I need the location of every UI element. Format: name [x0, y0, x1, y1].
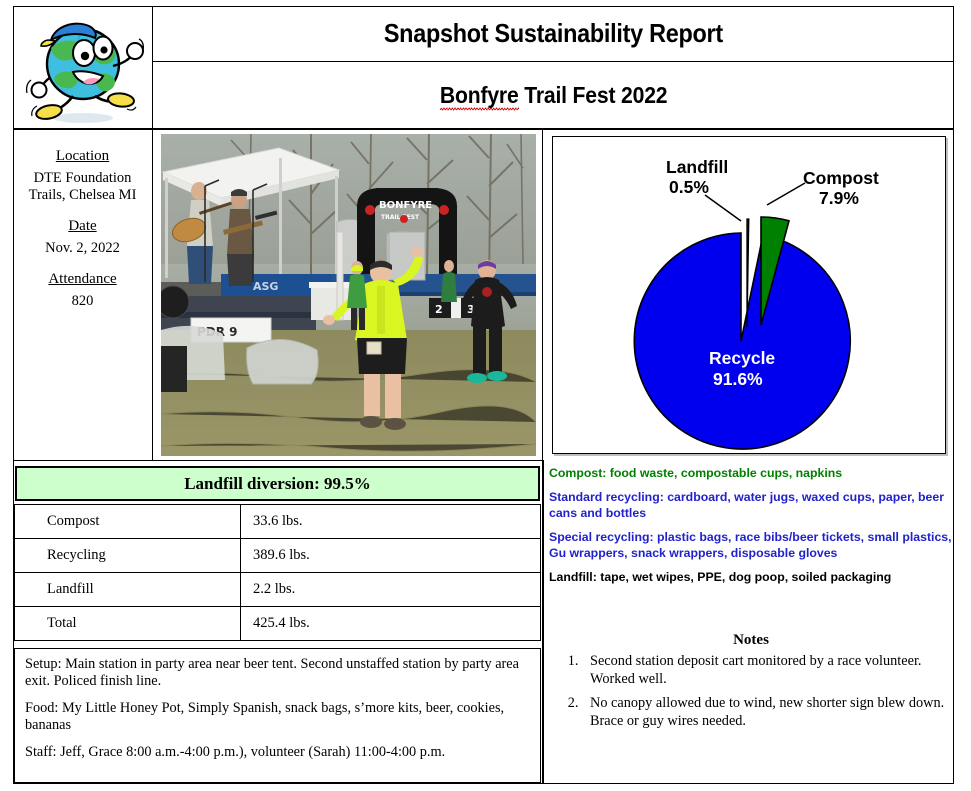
row-weight: 389.6 lbs.: [240, 538, 541, 573]
pie-label-landfill-value: 0.5%: [669, 177, 709, 197]
event-photo: ASG PDR 9: [160, 133, 536, 456]
legend-special-recycling: Special recycling: plastic bags, race bi…: [549, 530, 952, 560]
legend-compost: Compost: food waste, compostable cups, n…: [549, 466, 843, 480]
leader-line-compost: [766, 181, 806, 206]
report-outer-frame: [13, 6, 954, 784]
notes-panel: Notes Second station deposit cart monito…: [548, 626, 954, 783]
row-category: Total: [14, 606, 241, 641]
legend-standard-recycling: Standard recycling: cardboard, water jug…: [549, 490, 944, 520]
leader-line-landfill: [704, 193, 742, 222]
pie-label-recycle-value: 91.6%: [713, 369, 763, 389]
pie-label-recycle-name: Recycle: [709, 348, 775, 368]
event-photo-image: ASG PDR 9: [160, 133, 536, 456]
landfill-diversion-banner: Landfill diversion: 99.5%: [15, 466, 540, 501]
event-title-cell: Bonfyre Trail Fest 2022: [153, 62, 954, 128]
pie-label-compost-name: Compost: [803, 168, 879, 188]
waste-weights-table: Compost 33.6 lbs. Recycling 389.6 lbs. L…: [14, 504, 541, 641]
table-row: Landfill 2.2 lbs.: [14, 572, 541, 607]
operations-notes-panel: Setup: Main station in party area near b…: [14, 648, 541, 783]
list-item: Second station deposit cart monitored by…: [582, 653, 946, 689]
attendance-value: 820: [71, 292, 94, 309]
svg-text:2: 2: [435, 303, 443, 316]
svg-text:3: 3: [467, 303, 475, 316]
pie-slice-landfill: [746, 217, 750, 327]
setup-note: Setup: Main station in party area near b…: [25, 656, 520, 690]
attendance-label: Attendance: [48, 270, 117, 287]
date-value: Nov. 2, 2022: [45, 239, 120, 256]
notes-list: Second station deposit cart monitored by…: [556, 653, 946, 730]
event-info-panel: Location DTE Foundation Trails, Chelsea …: [13, 129, 153, 460]
date-label: Date: [68, 217, 97, 234]
waste-pie-chart-cell: Landfill 0.5% Compost 7.9% Recycle 91.6%: [544, 130, 954, 460]
row-category: Landfill: [14, 572, 241, 607]
table-row: Total 425.4 lbs.: [14, 606, 541, 641]
food-note: Food: My Little Honey Pot, Simply Spanis…: [25, 699, 505, 734]
running-globe-icon: [25, 22, 145, 123]
pie-slice-compost: [760, 215, 790, 325]
lower-column-divider: [542, 459, 544, 784]
waste-composition-pie-chart: Landfill 0.5% Compost 7.9% Recycle 91.6%: [633, 157, 879, 450]
location-label: Location: [55, 147, 110, 164]
row-category: Recycling: [14, 538, 241, 573]
table-row: Compost 33.6 lbs.: [14, 504, 541, 539]
row-weight: 33.6 lbs.: [240, 504, 541, 539]
event-title: Bonfyre Trail Fest 2022: [439, 81, 668, 111]
legend-landfill: Landfill: tape, wet wipes, PPE, dog poop…: [549, 570, 892, 585]
report-title: Snapshot Sustainability Report: [383, 18, 724, 48]
landfill-diversion-text: Landfill diversion: 99.5%: [184, 473, 371, 493]
event-photo-cell: ASG PDR 9: [155, 129, 543, 460]
header-divider: [13, 128, 954, 130]
location-value: DTE Foundation Trails, Chelsea MI: [28, 169, 137, 203]
list-item: No canopy allowed due to wind, new short…: [582, 695, 946, 731]
event-title-rest: Trail Fest 2022: [518, 81, 668, 108]
pie-slice-recycle: [633, 231, 852, 450]
row-weight: 2.2 lbs.: [240, 572, 541, 607]
logo-cell: [13, 6, 153, 128]
svg-text:ASG: ASG: [253, 280, 278, 293]
report-title-cell: Snapshot Sustainability Report: [153, 6, 954, 62]
pie-label-landfill-name: Landfill: [666, 157, 728, 177]
event-title-misspelled-word: Bonfyre: [439, 81, 519, 111]
pie-chart-box: Landfill 0.5% Compost 7.9% Recycle 91.6%: [552, 135, 946, 454]
notes-title: Notes: [733, 632, 769, 648]
row-weight: 425.4 lbs.: [240, 606, 541, 641]
photo-row-divider: [13, 459, 542, 462]
staff-note: Staff: Jeff, Grace 8:00 a.m.-4:00 p.m.),…: [25, 743, 446, 760]
waste-stream-legend: Compost: food waste, compostable cups, n…: [549, 466, 953, 618]
row-category: Compost: [14, 504, 241, 539]
pie-label-compost-value: 7.9%: [819, 188, 859, 208]
svg-text:BONFYRE: BONFYRE: [379, 200, 432, 211]
table-row: Recycling 389.6 lbs.: [14, 538, 541, 573]
